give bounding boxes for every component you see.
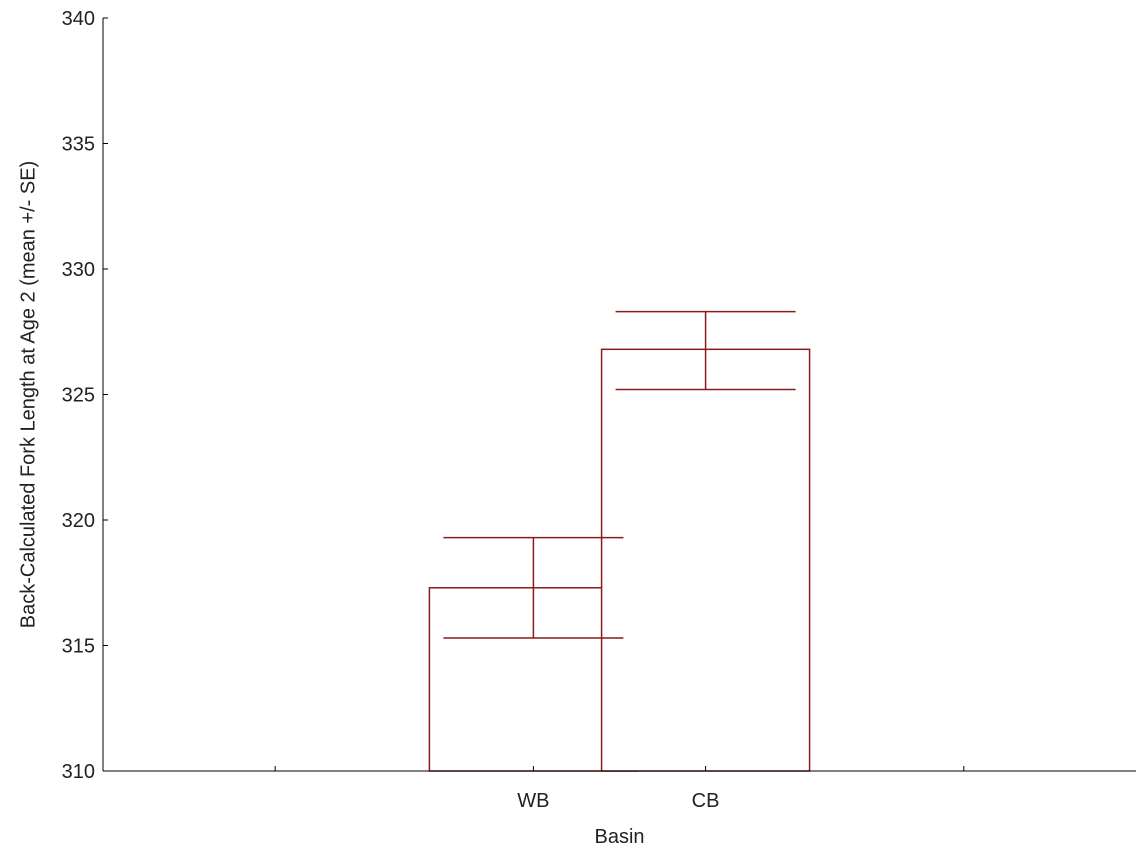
- y-tick-label: 320: [62, 510, 95, 532]
- y-tick-label: 340: [62, 8, 95, 30]
- y-tick-label: 335: [62, 134, 95, 156]
- y-ticks-layer: 310 315 320 325 330 335 340: [62, 8, 108, 783]
- y-axis-title: Back-Calculated Fork Length at Age 2 (me…: [17, 161, 39, 628]
- y-tick-label: 325: [62, 385, 95, 407]
- x-tick-label-cb: CB: [692, 790, 720, 812]
- y-tick-label: 315: [62, 636, 95, 658]
- y-tick-label: 310: [62, 761, 95, 783]
- x-axis-title: Basin: [594, 826, 644, 848]
- y-tick-label: 330: [62, 259, 95, 281]
- x-ticks-layer: WB CB: [274, 766, 965, 812]
- x-tick-label-wb: WB: [517, 790, 549, 812]
- bar-cb: [600, 348, 811, 772]
- error-bars-layer: [443, 310, 796, 639]
- bars-layer: [428, 348, 811, 772]
